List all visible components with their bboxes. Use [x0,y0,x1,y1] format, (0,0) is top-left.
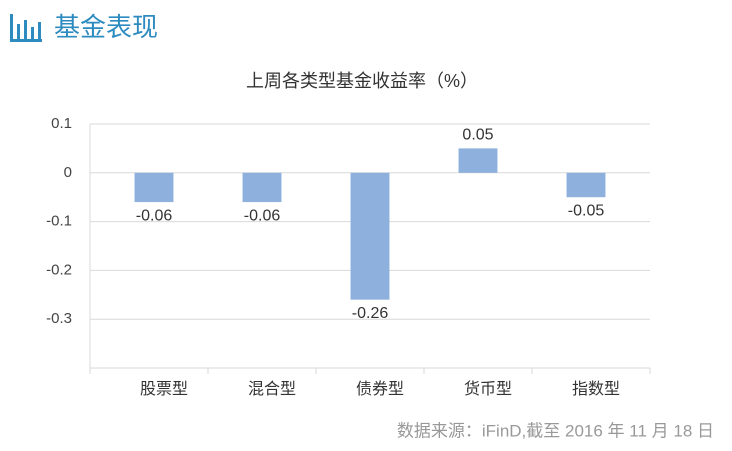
x-tick-label: 指数型 [572,380,620,398]
header-title: 基金表现 [54,12,158,42]
x-tick-label: 混合型 [248,380,296,398]
y-tick-label: 0.1 [51,115,72,132]
value-label: -0.26 [352,305,389,322]
source-note: 数据来源：iFinD,截至 2016 年 11 月 18 日 [397,421,714,440]
bar [350,172,390,300]
y-tick-label: -0.2 [46,261,72,278]
value-label: -0.05 [568,202,605,219]
value-label: -0.06 [136,207,173,224]
value-label: 0.05 [462,127,493,144]
chart-title: 上周各类型基金收益率（%） [246,71,478,91]
bar [242,172,282,203]
x-tick-label: 货币型 [464,380,512,398]
bar [566,172,606,198]
header-icon [10,14,42,42]
x-tick-label: 债券型 [356,380,404,398]
bar [458,148,498,173]
y-tick-label: -0.1 [46,213,72,230]
value-label: -0.06 [244,207,281,224]
y-tick-label: 0 [64,164,72,181]
bar [134,172,174,203]
y-tick-label: -0.3 [46,310,72,327]
x-tick-label: 股票型 [140,380,188,398]
